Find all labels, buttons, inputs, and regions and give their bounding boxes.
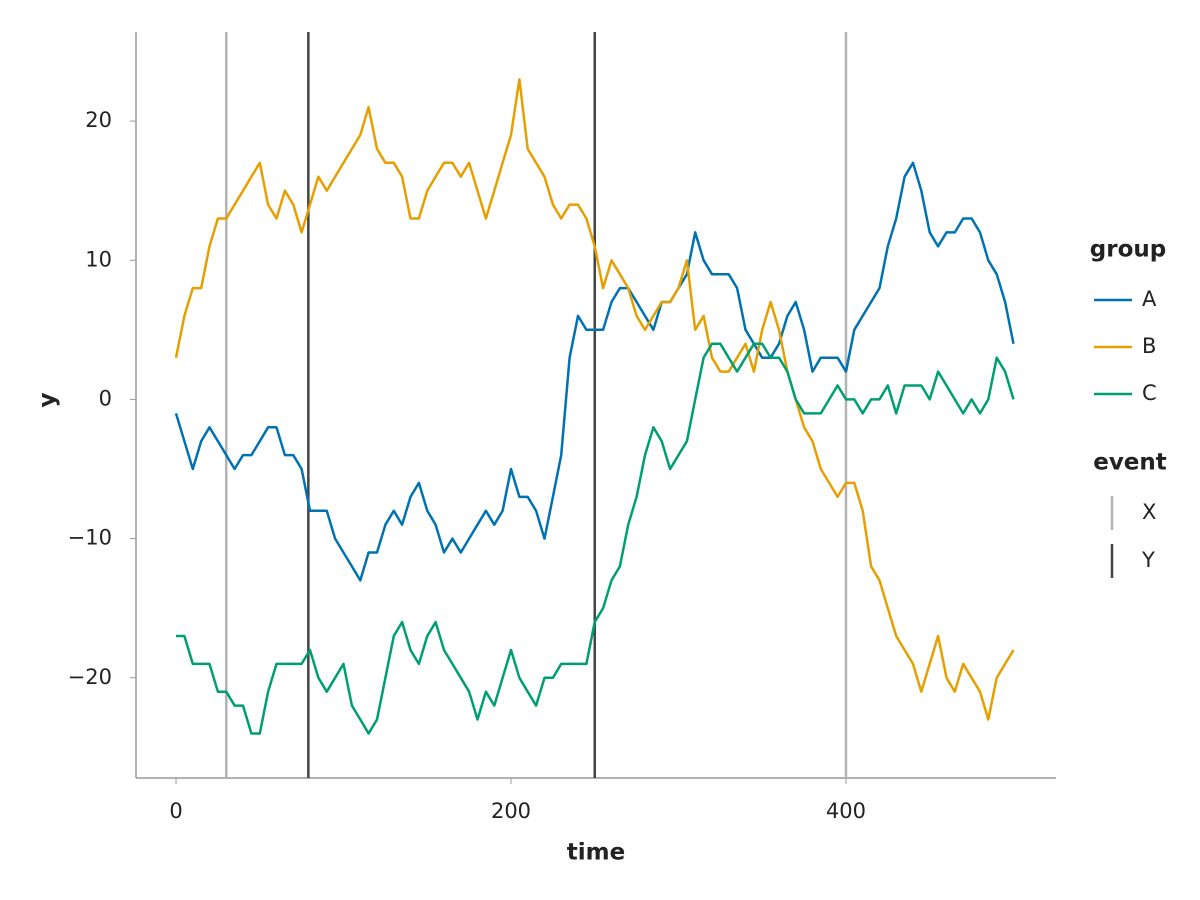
x-axis-label: time	[567, 840, 625, 866]
x-tick-label: 0	[169, 799, 182, 823]
legend-title: event	[1093, 450, 1167, 476]
legend-label: X	[1142, 500, 1156, 524]
y-tick-label: 10	[85, 247, 112, 271]
y-tick-label: 20	[85, 108, 112, 132]
legend-label: Y	[1141, 548, 1155, 572]
series-line	[174, 161, 1015, 582]
x-tick-label: 200	[491, 799, 531, 823]
legend-label: A	[1142, 287, 1157, 311]
y-tick-label: 0	[99, 386, 112, 410]
series-line	[176, 342, 1015, 735]
x-tick-label: 400	[826, 799, 866, 823]
legend-label: B	[1142, 334, 1156, 358]
legend-label: C	[1142, 381, 1157, 405]
y-axis-label: y	[35, 393, 61, 408]
series-line	[174, 78, 1015, 721]
y-tick-label: −10	[68, 526, 112, 550]
legend-title: group	[1090, 237, 1166, 263]
y-tick-label: −20	[68, 665, 112, 689]
